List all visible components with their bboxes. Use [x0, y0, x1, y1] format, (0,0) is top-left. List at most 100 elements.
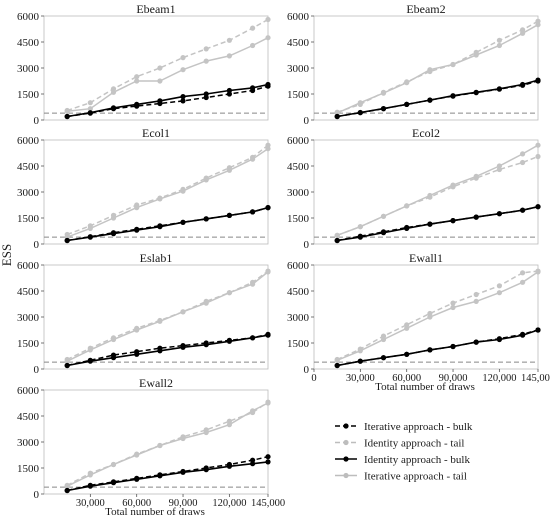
y-tick-label: 6000 [17, 135, 40, 147]
data-point [180, 344, 186, 350]
legend-label: Identity approach - bulk [364, 454, 470, 466]
data-point [357, 234, 363, 240]
data-point [250, 335, 256, 341]
data-point [496, 163, 502, 169]
data-point [180, 67, 186, 73]
data-point [157, 65, 163, 71]
data-point [265, 81, 271, 88]
series-iterative-approach-tail [64, 146, 271, 240]
x-tick-label: 30,000 [76, 498, 105, 509]
y-tick-label: 0 [304, 364, 310, 376]
data-point [110, 89, 117, 95]
series-identity-approach-bulk [64, 205, 271, 244]
y-tick-label: 4500 [287, 37, 310, 49]
series-iterative-approach-tail [64, 35, 271, 114]
y-tick-label: 6000 [287, 260, 310, 272]
data-point [203, 342, 209, 348]
data-point [520, 207, 526, 213]
y-axis-label: ESS [0, 244, 14, 266]
y-tick-label: 1500 [17, 463, 40, 475]
data-point [203, 58, 209, 64]
x-axis-label: Total number of draws [105, 506, 205, 517]
panel-ecol2: Ecol2 0 1500 3000 4500 6000 [287, 126, 541, 251]
data-point [134, 476, 140, 482]
series-line [336, 20, 539, 113]
data-point [226, 212, 232, 218]
legend-item-iterative-approach-bulk: Iterative approach - bulk [335, 421, 473, 433]
data-point [334, 232, 340, 238]
data-point [250, 156, 256, 162]
series-line [337, 79, 539, 118]
legend-item-iterative-approach-tail: Iterative approach - tail [335, 471, 467, 483]
data-point [427, 97, 433, 103]
data-point [535, 327, 541, 333]
x-tick-label: 30,000 [346, 373, 375, 384]
data-point [473, 298, 479, 304]
data-point [250, 461, 256, 467]
data-point [520, 81, 526, 88]
data-point [203, 467, 209, 473]
x-tick-label: 90,000 [439, 373, 468, 384]
y-tick-label: 1500 [287, 338, 310, 350]
data-point [87, 100, 93, 106]
series-identity-approach-bulk [64, 81, 271, 120]
y-tick-label: 4500 [287, 286, 310, 298]
panel-ebeam2: Ebeam2 0 1500 3000 4500 6000 [287, 2, 541, 127]
data-point [203, 429, 209, 436]
y-tick-label: 4500 [17, 286, 40, 298]
data-point [380, 213, 387, 219]
data-point [226, 422, 232, 428]
series-line [66, 18, 269, 112]
legend-item-identity-approach-bulk: Identity approach - bulk [335, 454, 470, 466]
data-point [87, 347, 93, 353]
data-point [180, 55, 186, 61]
panel-title: Ecol2 [412, 126, 440, 140]
data-point [110, 355, 117, 361]
data-point [203, 46, 209, 52]
data-point [226, 37, 232, 43]
data-point [496, 37, 502, 43]
data-point [450, 61, 456, 68]
y-tick-label: 0 [304, 239, 310, 251]
data-point [357, 224, 363, 230]
series-identity-approach-bulk [64, 459, 271, 494]
data-point [180, 469, 186, 475]
y-tick-label: 3000 [287, 63, 310, 75]
x-tick-label: 145,000 [251, 498, 285, 509]
data-point [180, 98, 186, 104]
data-point [496, 283, 502, 289]
data-point [134, 452, 140, 458]
data-point [64, 483, 70, 489]
data-point [64, 113, 70, 120]
data-point [64, 358, 70, 364]
data-point [203, 216, 209, 222]
data-point [380, 230, 387, 236]
data-point [473, 52, 479, 58]
data-point [427, 67, 433, 73]
series-line [336, 271, 539, 361]
legend-marker [343, 456, 349, 462]
data-point [427, 221, 433, 227]
series-line [67, 455, 269, 492]
data-point [226, 290, 232, 296]
y-tick-label: 3000 [287, 312, 310, 324]
panel-eslab1: Eslab1 0 1500 3000 4500 6000 [17, 251, 271, 376]
panel-title: Ecol1 [142, 126, 170, 140]
series-line [67, 461, 269, 492]
data-point [250, 408, 256, 414]
data-point [265, 146, 271, 152]
data-point [427, 192, 433, 199]
data-point [427, 314, 433, 320]
series-identity-approach-bulk [334, 204, 541, 244]
y-tick-label: 6000 [17, 260, 40, 272]
y-tick-label: 1500 [17, 338, 40, 350]
data-point [134, 351, 140, 357]
data-point [265, 205, 271, 211]
data-point [535, 22, 541, 28]
data-point [404, 225, 410, 231]
series-identity-approach-tail [334, 153, 541, 238]
data-point [226, 167, 232, 173]
data-point [520, 151, 526, 157]
data-point [134, 101, 140, 107]
